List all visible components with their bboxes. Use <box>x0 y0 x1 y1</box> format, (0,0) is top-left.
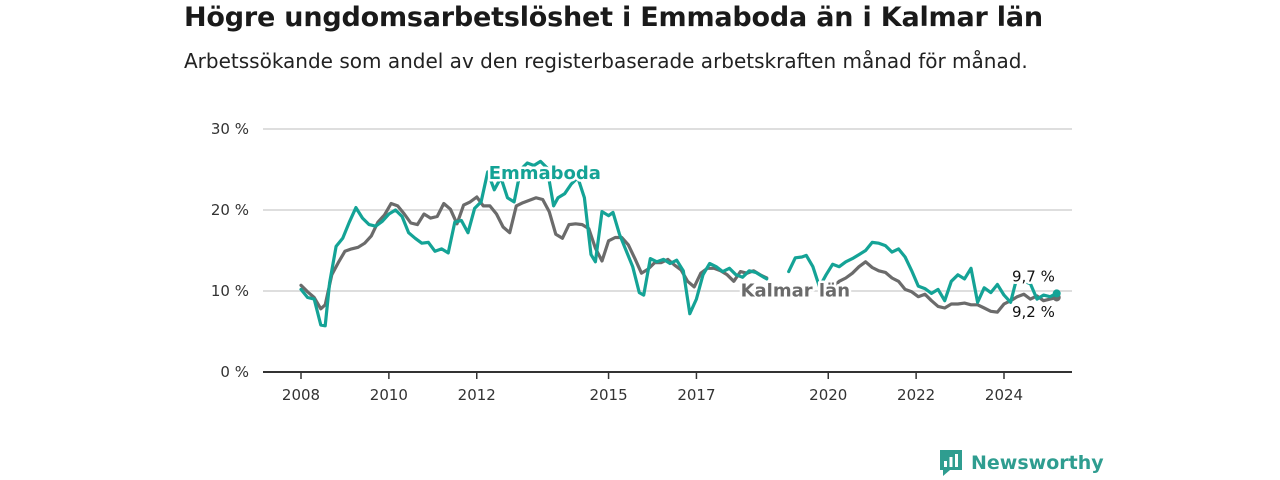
y-tick-label: 30 % <box>211 120 249 138</box>
kalmar-lan-end-value-label: 9,2 % <box>1012 303 1055 321</box>
x-tick-label: 2017 <box>677 386 715 404</box>
newsworthy-logo: Newsworthy <box>938 448 1104 478</box>
x-tick-label: 2015 <box>589 386 627 404</box>
emmaboda-series-line <box>299 159 1059 328</box>
kalmar-lan-series-line <box>299 195 1059 314</box>
x-tick-label: 2012 <box>458 386 496 404</box>
emmaboda-end-value-label-halo: 9,7 % <box>1012 267 1055 285</box>
x-tick-label: 2008 <box>282 386 320 404</box>
kalmar-lan-end-value-label-halo: 9,2 % <box>1012 303 1055 321</box>
emmaboda-series-label: Emmaboda <box>489 163 601 184</box>
y-tick-label: 10 % <box>211 282 249 300</box>
kalmar-lan-series-label-halo: Kalmar län <box>741 281 850 302</box>
brand-name: Newsworthy <box>971 452 1104 474</box>
x-tick-label: 2020 <box>809 386 847 404</box>
chart-title: Högre ungdomsarbetslöshet i Emmaboda än … <box>184 2 1043 33</box>
chart-subtitle: Arbetssökande som andel av den registerb… <box>184 49 1028 73</box>
emmaboda-end-value-label: 9,7 % <box>1012 267 1055 285</box>
emmaboda-end-point <box>1052 289 1061 298</box>
y-tick-label: 20 % <box>211 201 249 219</box>
x-axis-ticks: 2008 2010 2012 2015 2017 2020 2022 2024 <box>282 372 1023 404</box>
y-axis-ticks: 0 % 10 % 20 % 30 % <box>211 120 249 381</box>
x-tick-label: 2024 <box>985 386 1023 404</box>
kalmar-lan-series-label: Kalmar län <box>741 281 850 302</box>
bar-chart-logo-icon <box>940 450 962 476</box>
x-tick-label: 2022 <box>897 386 935 404</box>
emmaboda-series-label-halo: Emmaboda <box>489 163 601 184</box>
gridlines <box>263 128 1072 373</box>
x-tick-label: 2010 <box>370 386 408 404</box>
y-tick-label: 0 % <box>220 363 249 381</box>
line-chart: 0 % 10 % 20 % 30 % 2008 2010 2012 2015 2017 2020… <box>211 120 1072 404</box>
series-lines <box>299 159 1061 328</box>
